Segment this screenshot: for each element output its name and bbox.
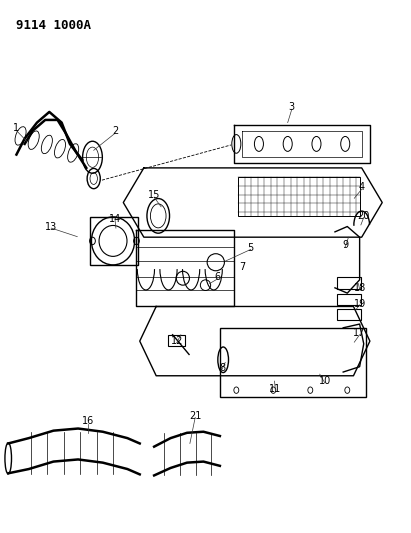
Text: 4: 4 bbox=[359, 182, 365, 191]
Text: 19: 19 bbox=[353, 299, 366, 309]
Text: 14: 14 bbox=[109, 214, 121, 223]
Bar bbox=[337, 309, 361, 320]
Text: 2: 2 bbox=[112, 126, 118, 135]
Text: 16: 16 bbox=[82, 416, 95, 426]
Text: 11: 11 bbox=[269, 384, 282, 394]
Bar bbox=[168, 335, 185, 346]
Text: 13: 13 bbox=[45, 222, 58, 231]
Bar bbox=[90, 217, 138, 265]
Bar bbox=[337, 277, 361, 289]
Text: 3: 3 bbox=[289, 102, 295, 111]
Text: 5: 5 bbox=[247, 243, 254, 253]
Text: 8: 8 bbox=[219, 363, 225, 373]
Text: 6: 6 bbox=[215, 272, 221, 282]
Text: 15: 15 bbox=[148, 190, 160, 199]
Text: 1: 1 bbox=[14, 123, 19, 133]
Text: 7: 7 bbox=[239, 262, 246, 271]
Text: 9114 1000A: 9114 1000A bbox=[16, 19, 91, 31]
Bar bbox=[238, 177, 360, 216]
Text: 17: 17 bbox=[353, 328, 366, 338]
Bar bbox=[337, 294, 361, 305]
Text: 9: 9 bbox=[342, 240, 348, 250]
Text: 20: 20 bbox=[358, 211, 370, 221]
Bar bbox=[220, 328, 366, 397]
Text: 18: 18 bbox=[353, 283, 366, 293]
Text: 10: 10 bbox=[319, 376, 331, 386]
Text: 21: 21 bbox=[189, 411, 201, 421]
Text: 12: 12 bbox=[171, 336, 183, 346]
